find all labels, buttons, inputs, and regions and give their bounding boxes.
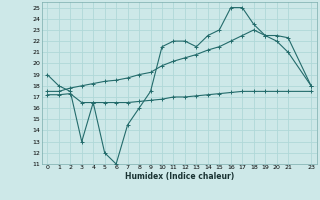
X-axis label: Humidex (Indice chaleur): Humidex (Indice chaleur) <box>124 172 234 181</box>
